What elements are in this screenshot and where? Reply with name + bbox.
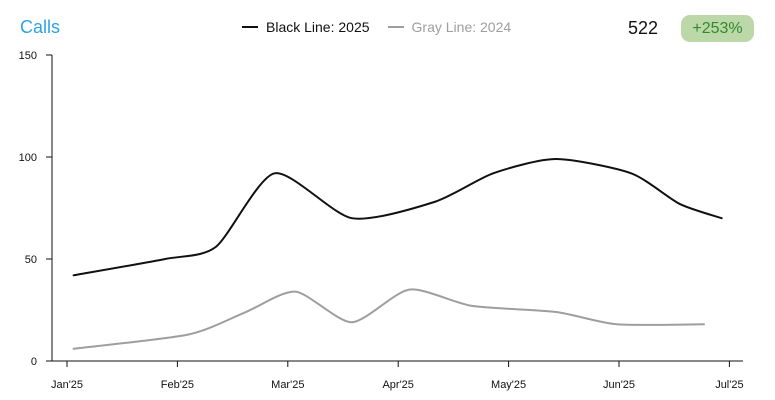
legend-label-2024: Gray Line: 2024 [411, 19, 512, 35]
x-tick-label: May'25 [491, 379, 526, 391]
legend-item-2024[interactable]: Gray Line: 2024 [387, 19, 512, 35]
legend-label-2025: Black Line: 2025 [266, 19, 370, 35]
x-tick-label: Mar'25 [271, 379, 304, 391]
series-line-2025 [72, 158, 723, 277]
y-tick-label: 50 [25, 254, 37, 266]
x-tick-label: Feb'25 [161, 379, 194, 391]
y-tick-label: 100 [19, 152, 37, 164]
x-tick-label: Apr'25 [382, 379, 413, 391]
total-count: 522 [628, 18, 659, 38]
legend: Black Line: 2025 Gray Line: 2024 [242, 19, 511, 35]
legend-swatch-2025 [242, 26, 258, 28]
change-badge: +253% [681, 15, 754, 42]
legend-swatch-2024 [387, 26, 404, 28]
x-tick-label: Jul'25 [715, 379, 743, 391]
legend-item-2025[interactable]: Black Line: 2025 [242, 19, 370, 35]
x-tick-label: Jan'25 [51, 379, 83, 391]
x-tick-label: Jun'25 [603, 379, 635, 391]
y-tick-label: 150 [19, 50, 37, 62]
chart-title: Calls [20, 17, 61, 37]
series-line-2024 [72, 288, 706, 350]
y-tick-label: 0 [31, 356, 37, 368]
